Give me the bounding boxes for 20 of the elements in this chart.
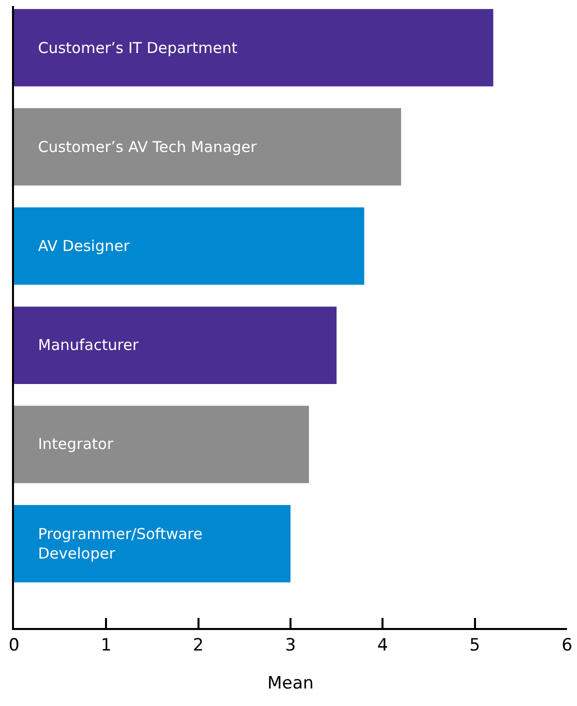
bar: [14, 306, 337, 384]
x-tick-label: 2: [192, 635, 204, 656]
x-tick-label: 1: [100, 635, 112, 656]
x-tick-label: 3: [285, 635, 296, 656]
bar: [14, 504, 290, 582]
bar: [14, 8, 494, 86]
y-tick-label: Programmer/Software Developer: [38, 525, 202, 562]
y-tick-label: Manufacturer: [38, 336, 140, 354]
x-tick-label: 5: [469, 635, 480, 656]
x-tick-label: 4: [377, 635, 388, 656]
bar: [14, 207, 364, 285]
x-tick-label: 6: [562, 635, 572, 656]
y-tick-label: Customer’s AV Tech Manager: [38, 138, 258, 156]
bar: [14, 108, 402, 186]
y-tick-label: AV Designer: [38, 237, 130, 255]
y-tick-label: Customer’s IT Department: [38, 39, 238, 57]
bar: [14, 406, 309, 484]
x-axis-title: Mean: [267, 673, 314, 694]
y-tick-label: Integrator: [38, 435, 114, 453]
x-tick-label: 0: [8, 635, 20, 656]
